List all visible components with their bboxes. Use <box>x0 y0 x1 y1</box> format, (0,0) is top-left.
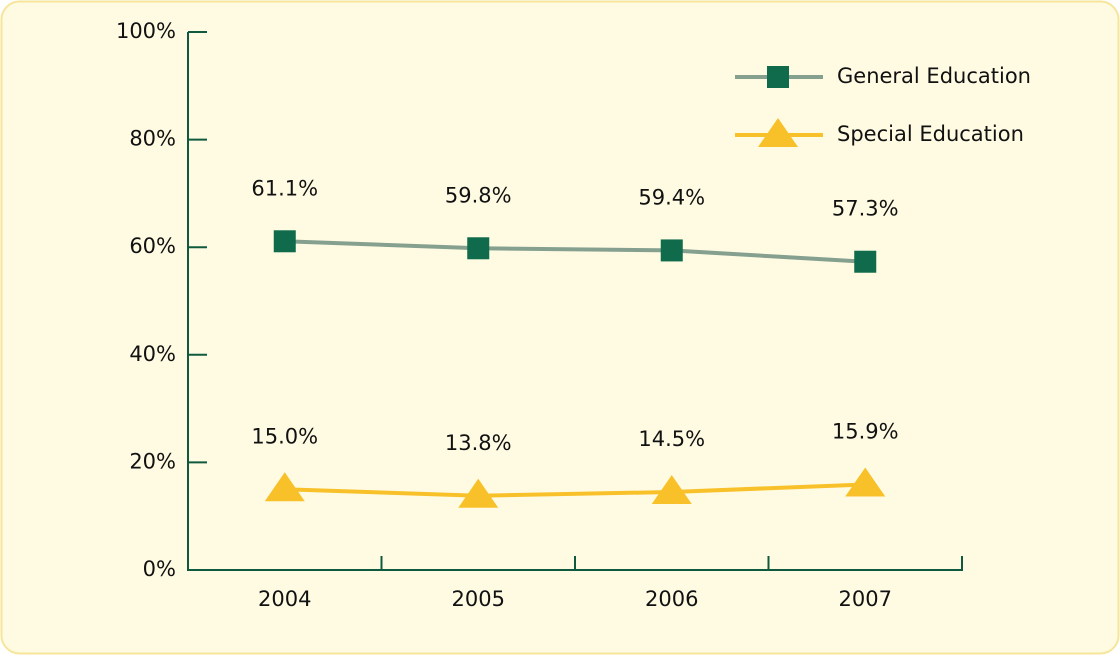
y-tick-label: 40% <box>129 342 176 366</box>
data-label: 57.3% <box>832 197 899 221</box>
x-tick-label: 2006 <box>645 587 698 611</box>
data-point <box>651 474 692 504</box>
data-label: 61.1% <box>251 176 318 200</box>
data-point <box>467 237 490 260</box>
y-tick-label: 60% <box>129 234 176 258</box>
y-tick-label: 100% <box>116 19 176 43</box>
data-label: 13.8% <box>445 431 512 455</box>
data-point <box>660 239 683 262</box>
x-tick-label: 2004 <box>258 587 311 611</box>
data-label: 59.4% <box>638 185 705 209</box>
x-tick-label: 2007 <box>839 587 892 611</box>
series-line <box>284 239 866 264</box>
data-point <box>854 250 877 273</box>
legend-label: General Education <box>837 64 1031 88</box>
data-point <box>458 478 499 508</box>
data-point <box>273 230 296 253</box>
data-point <box>264 472 305 502</box>
y-tick-label: 80% <box>129 127 176 151</box>
series-line <box>284 482 866 498</box>
data-label: 14.5% <box>638 427 705 451</box>
legend-label: Special Education <box>837 122 1024 146</box>
data-label: 15.0% <box>251 424 318 448</box>
legend-marker <box>767 66 789 88</box>
data-point <box>845 467 886 497</box>
y-tick-label: 20% <box>129 449 176 473</box>
y-tick-label: 0% <box>143 557 176 581</box>
data-label: 15.9% <box>832 419 899 443</box>
legend-marker <box>758 118 798 147</box>
x-tick-label: 2005 <box>452 587 505 611</box>
data-label: 59.8% <box>445 183 512 207</box>
